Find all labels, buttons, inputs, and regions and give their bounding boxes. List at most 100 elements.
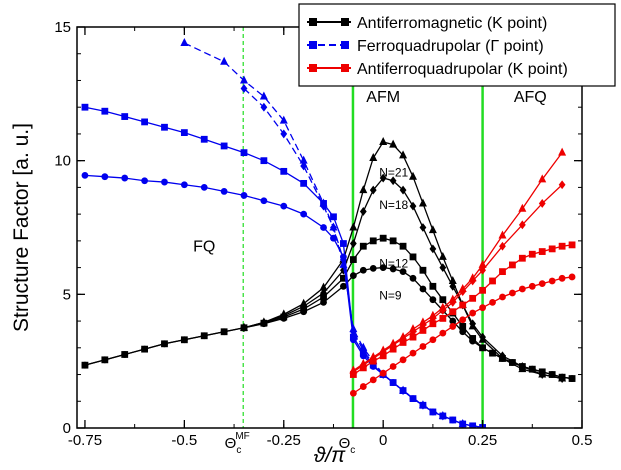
legend-marker	[341, 18, 349, 26]
data-point	[369, 152, 378, 161]
data-point	[161, 178, 168, 186]
data-point	[399, 150, 408, 159]
data-point	[121, 351, 129, 358]
data-point	[379, 173, 387, 183]
data-point	[498, 230, 507, 239]
legend-marker	[309, 41, 317, 49]
data-point	[280, 202, 288, 210]
data-point	[369, 185, 377, 195]
legend-box	[298, 3, 616, 87]
data-point	[379, 136, 388, 145]
data-point	[438, 251, 447, 260]
data-point	[429, 408, 437, 416]
data-point	[448, 294, 457, 303]
legend-marker	[341, 41, 349, 49]
data-point	[409, 333, 417, 341]
data-point	[369, 237, 377, 245]
y-tick-label: 5	[63, 286, 71, 303]
data-point	[468, 321, 477, 330]
data-point	[469, 335, 477, 342]
data-point	[498, 353, 507, 362]
data-point	[558, 180, 566, 190]
data-point	[379, 264, 387, 271]
data-point	[429, 244, 437, 254]
x-special-tick-label: Θc	[339, 435, 356, 456]
data-point	[419, 285, 427, 293]
data-point	[499, 268, 506, 276]
data-point	[389, 176, 397, 186]
data-point	[320, 224, 327, 231]
data-point	[478, 259, 487, 268]
legend: Antiferromagnetic (K point) Ferroquadrupo…	[298, 3, 616, 87]
data-point	[558, 274, 566, 282]
data-point	[340, 274, 347, 282]
data-point	[280, 167, 288, 175]
data-point	[161, 340, 168, 348]
data-point	[369, 376, 377, 384]
data-point	[459, 328, 467, 336]
data-point	[489, 349, 496, 357]
data-point	[499, 241, 506, 251]
data-point	[359, 383, 367, 390]
data-point	[330, 213, 337, 221]
data-point	[429, 282, 437, 290]
data-point	[419, 327, 427, 334]
data-point	[349, 333, 357, 341]
data-point	[438, 302, 447, 311]
data-point	[389, 379, 397, 386]
data-point	[558, 242, 566, 250]
data-point	[320, 298, 327, 306]
data-point	[349, 222, 358, 231]
data-point	[359, 242, 367, 250]
data-point	[240, 75, 249, 84]
data-point	[399, 268, 407, 276]
data-point	[439, 263, 447, 272]
region-label: AFM	[366, 89, 400, 106]
data-point	[509, 289, 516, 297]
data-point	[369, 352, 378, 361]
data-point	[449, 317, 457, 325]
data-point	[240, 149, 248, 157]
data-point	[499, 293, 506, 301]
data-point	[260, 102, 268, 112]
data-point	[509, 359, 516, 366]
data-point	[548, 245, 556, 253]
series-afq-triangle	[349, 147, 567, 374]
data-point	[389, 338, 398, 347]
data-point	[389, 237, 397, 245]
data-point	[428, 310, 437, 319]
data-point	[220, 142, 228, 150]
data-point	[469, 294, 477, 302]
data-point	[180, 38, 189, 47]
data-point	[349, 324, 358, 333]
data-point	[459, 323, 467, 330]
system-size-label: N=18	[379, 198, 408, 212]
legend-label: Antiferroquadrupolar (K point)	[357, 61, 568, 78]
data-point	[518, 220, 526, 230]
data-point	[200, 184, 208, 191]
data-point	[419, 223, 427, 232]
data-point	[518, 364, 527, 373]
data-point	[240, 84, 248, 93]
data-point	[459, 316, 467, 324]
data-point	[300, 161, 308, 171]
series-line	[243, 177, 563, 380]
data-point	[300, 210, 308, 218]
data-point	[240, 322, 249, 331]
data-point	[279, 115, 288, 124]
data-point	[568, 273, 576, 281]
data-point	[379, 234, 387, 242]
data-point	[349, 239, 357, 248]
region-label: AFQ	[514, 89, 547, 106]
data-point	[518, 203, 527, 212]
data-point	[220, 56, 229, 65]
system-size-label: N=21	[379, 166, 408, 180]
data-point	[458, 418, 467, 427]
data-point	[81, 103, 89, 111]
data-point	[439, 314, 447, 322]
data-point	[528, 365, 536, 373]
data-point	[538, 199, 546, 208]
data-point	[538, 369, 547, 378]
data-point	[458, 283, 467, 292]
data-point	[319, 282, 328, 291]
